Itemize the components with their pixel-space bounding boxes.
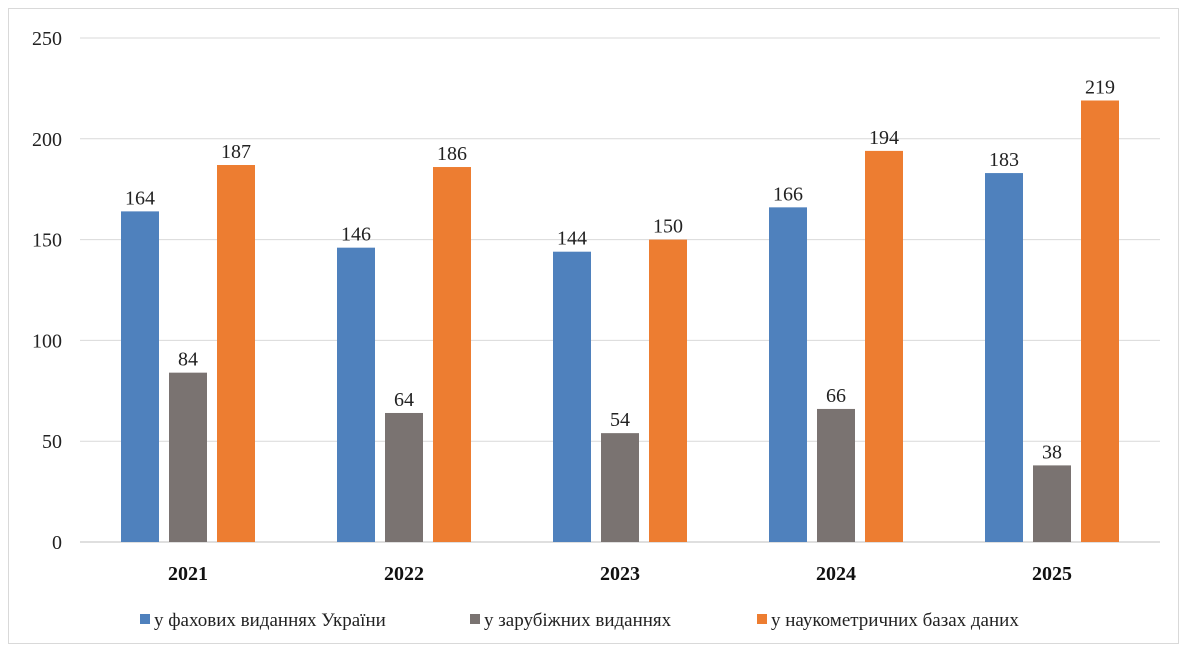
legend-label: у наукометричних базах даних <box>771 610 1019 631</box>
bar-2025-series-1 <box>985 173 1023 542</box>
bar-2021-series-2 <box>169 372 207 542</box>
data-label: 187 <box>221 141 251 163</box>
y-tick-label: 200 <box>32 129 62 151</box>
data-label: 219 <box>1085 76 1115 98</box>
data-label: 38 <box>1042 441 1062 463</box>
data-label: 150 <box>653 216 683 238</box>
y-tick-label: 250 <box>32 28 62 50</box>
legend-label: у зарубіжних виданнях <box>484 610 672 631</box>
y-tick-label: 0 <box>52 532 62 554</box>
bar-2024-series-2 <box>817 408 855 542</box>
data-label: 66 <box>826 385 846 407</box>
gridlines <box>80 37 1160 543</box>
legend-swatch <box>140 614 150 624</box>
bar-2022-series-1 <box>337 247 375 542</box>
bar-2024-series-3 <box>865 150 903 542</box>
data-label: 166 <box>773 183 803 205</box>
bar-2025-series-2 <box>1033 465 1071 542</box>
bar-2021-series-1 <box>121 211 159 542</box>
data-label: 164 <box>125 187 155 209</box>
x-axis: 2021 2022 2023 2024 2025 <box>168 563 1072 585</box>
data-label: 183 <box>989 149 1019 171</box>
data-label: 144 <box>557 228 587 250</box>
x-tick-label: 2025 <box>1032 563 1072 585</box>
data-label: 146 <box>341 224 371 246</box>
legend-label: у фахових виданнях України <box>154 610 386 631</box>
legend-swatch <box>470 614 480 624</box>
x-tick-label: 2023 <box>600 563 640 585</box>
data-label: 54 <box>610 409 630 431</box>
y-axis: 0 50 100 150 200 250 <box>32 28 62 554</box>
x-tick-label: 2024 <box>816 563 856 585</box>
bar-2023-series-3 <box>649 239 687 542</box>
bar-2023-series-2 <box>601 433 639 542</box>
legend-swatch <box>757 614 767 624</box>
bar-2021-series-3 <box>217 165 255 542</box>
bar-2022-series-3 <box>433 167 471 543</box>
bars <box>121 100 1119 543</box>
x-tick-label: 2021 <box>168 563 208 585</box>
data-label: 84 <box>178 349 198 371</box>
y-tick-label: 100 <box>32 330 62 352</box>
y-tick-label: 150 <box>32 230 62 252</box>
data-label: 64 <box>394 389 414 411</box>
bar-2022-series-2 <box>385 412 423 542</box>
data-label: 186 <box>437 143 467 165</box>
bar-2024-series-1 <box>769 207 807 542</box>
legend: у фахових виданнях України у зарубіжних в… <box>140 610 1019 631</box>
bar-2025-series-3 <box>1081 100 1119 542</box>
y-tick-label: 50 <box>42 431 62 453</box>
data-labels: 164 84 187 146 64 186 144 54 150 166 66 194 183 38 219 <box>125 76 1115 463</box>
bar-2023-series-1 <box>553 251 591 543</box>
data-label: 194 <box>869 127 899 149</box>
x-tick-label: 2022 <box>384 563 424 585</box>
